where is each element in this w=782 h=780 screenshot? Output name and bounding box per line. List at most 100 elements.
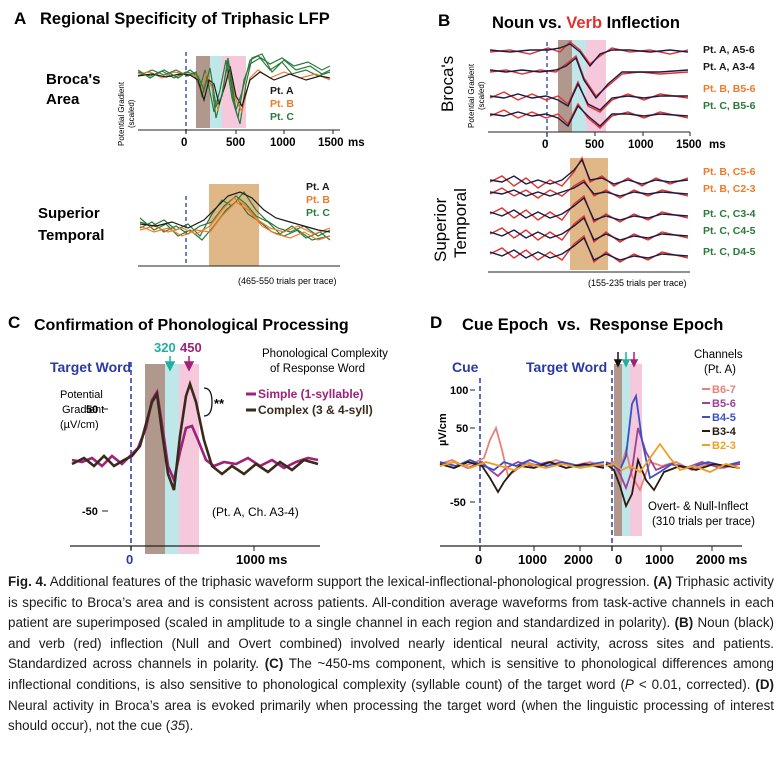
panel-b: B Noun vs. Verb Inflection Broca's Poten… (431, 11, 756, 288)
d-xtick-resp-2000: 2000 ms (696, 552, 747, 567)
a2-legend-ptb: Pt. B (306, 194, 330, 206)
d-legend-b34: B3-4 (712, 426, 737, 438)
b-trace-label-8: Pt. C, C4-5 (703, 225, 756, 237)
trace-b-a34-black (489, 56, 689, 100)
b-trace-label-3: Pt. B, B5-6 (703, 83, 756, 95)
trace-broca-green-3 (137, 55, 331, 111)
a-ylabel-2: (scaled) (127, 99, 136, 128)
b-bottom-traces (489, 156, 689, 264)
c-marker-320: 320 (154, 340, 176, 355)
d-cue-label: Cue (452, 359, 479, 375)
d-note-1: Overt- & Null-Inflect (648, 501, 749, 513)
panel-b-letter: B (438, 11, 450, 30)
c-ytick-m50: -50 (82, 506, 98, 518)
c-ylabel-2: Gradient (62, 404, 104, 416)
st-label-1: Superior (38, 205, 100, 222)
band-pink-d (630, 364, 642, 536)
panel-d: D Cue Epoch vs. Response Epoch Cue Targe… (430, 313, 755, 567)
broca-label-2: Area (46, 91, 80, 108)
b-xtick-1500: 1500 (676, 139, 702, 151)
caption-d-ref: 35 (170, 718, 186, 734)
a-xtick-500: 500 (226, 137, 245, 149)
c-legend-title-1: Phonological Complexity (262, 348, 388, 360)
trace-b-c23-black (489, 181, 689, 197)
caption-intro: Additional features of the triphasic wav… (46, 574, 654, 589)
panel-c: C Confirmation of Phonological Processin… (8, 313, 388, 567)
d-ylabel: µV/cm (437, 413, 449, 446)
a2-legend-pta: Pt. A (306, 181, 330, 193)
a-legend-ptc: Pt. C (270, 111, 294, 123)
caption-d-end: ). (185, 718, 194, 734)
d-legend-b45: B4-5 (712, 412, 736, 424)
d-ytick-100: 100 (450, 385, 468, 397)
d-xtick-resp-0: 0 (615, 552, 622, 567)
caption-b-label: (B) (674, 615, 694, 631)
trace-b-c34-black (489, 196, 689, 221)
a-xtick-0: 0 (181, 137, 187, 149)
panel-a-letter: A (14, 9, 26, 28)
caption-c-text2: < 0.01, corrected). (633, 676, 756, 692)
band-cyan-c (165, 364, 179, 554)
a-trials-note: (465-550 trials per trace) (238, 276, 337, 286)
b-ylabel-1: Potential Gradient (467, 63, 476, 128)
trace-b-a56-black (489, 43, 689, 68)
a-xtick-1000: 1000 (270, 137, 296, 149)
trace-b-c56b-black (489, 158, 689, 185)
a-ylabel-1: Potential Gradient (117, 81, 126, 146)
panel-d-letter: D (430, 313, 442, 332)
d-xtick-cue-1000: 1000 (518, 552, 547, 567)
band-brown-d (614, 364, 622, 536)
c-arrow-320-icon (164, 356, 176, 372)
c-xtick-1000: 1000 ms (236, 552, 287, 567)
caption-c-text: The ~450-ms component, which is sensitiv… (8, 656, 774, 692)
b-trace-label-5: Pt. B, C5-6 (703, 166, 756, 178)
d-trace-cue-b34 (439, 461, 605, 494)
b-st-label-2: Temporal (451, 188, 470, 258)
d-xtick-cue-2000: 2000 (564, 552, 593, 567)
panel-b-title: Noun vs. Verb Inflection (492, 14, 680, 32)
panel-c-title: Confirmation of Phonological Processing (34, 317, 349, 334)
caption-a-text: Triphasic activity is specific to Broca’… (8, 574, 774, 631)
a-legend-ptb: Pt. B (270, 98, 294, 110)
b-top-traces (489, 41, 689, 129)
b-trace-label-2: Pt. A, A3-4 (703, 61, 755, 73)
caption-c-label: (C) (264, 656, 284, 672)
panel-b-title-verb: Verb (566, 14, 602, 32)
broca-traces-a (137, 53, 331, 125)
d-trace-resp-b34 (605, 456, 741, 509)
d-xtick-cue-0: 0 (475, 552, 482, 567)
figure-caption: Fig. 4. Additional features of the triph… (8, 572, 774, 737)
trace-b-c45-black (489, 216, 689, 241)
d-channels-title-1: Channels (694, 349, 743, 361)
b-ylabel-2: (scaled) (477, 81, 486, 110)
caption-d-text: Neural activity in Broca’s area is evoke… (8, 697, 774, 734)
panel-a: A Regional Specificity of Triphasic LFP … (14, 9, 365, 286)
band-tan-b2 (570, 158, 608, 270)
b-st-label-1: Superior (431, 197, 450, 262)
d-legend-b23: B2-3 (712, 440, 736, 452)
trace-b-a56-red (489, 41, 689, 66)
c-legend-title-2: of Response Word (270, 363, 365, 375)
c-xaxis: 0 1000 ms (70, 545, 320, 567)
panel-b-title-noun: Noun (492, 14, 534, 32)
d-trace-resp-b56 (605, 427, 741, 491)
caption-d-label: (D) (755, 676, 775, 692)
d-trace-cue-b67 (439, 425, 605, 478)
band-pink-c (179, 364, 199, 554)
c-trace-simple (71, 388, 319, 485)
c-ylabel-3: (µV/cm) (60, 419, 99, 431)
b-xaxis: 0 500 1000 1500 ms (488, 131, 726, 151)
c-significance-bracket (203, 387, 213, 417)
b-trace-label-1: Pt. A, A5-6 (703, 44, 755, 56)
d-target-word: Target Word (526, 359, 607, 375)
c-arrow-450-icon (183, 356, 195, 372)
panel-a-title: Regional Specificity of Triphasic LFP (40, 10, 330, 28)
a-legend-pta: Pt. A (270, 85, 294, 97)
c-legend-simple: Simple (1-syllable) (258, 387, 363, 401)
c-note: (Pt. A, Ch. A3-4) (212, 505, 299, 519)
trace-b-c56-black (489, 104, 689, 128)
st-traces-a (139, 191, 331, 241)
panel-b-title-vs: vs. (534, 14, 566, 32)
d-xtick-resp-1000: 1000 (645, 552, 674, 567)
b-xtick-500: 500 (585, 139, 604, 151)
